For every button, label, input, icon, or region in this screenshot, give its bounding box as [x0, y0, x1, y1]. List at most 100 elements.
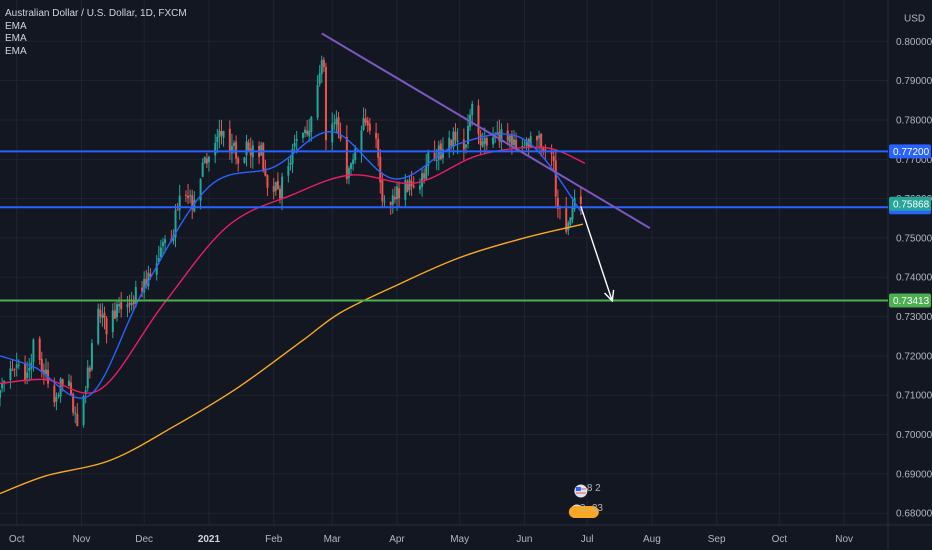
candle-body	[542, 146, 545, 151]
flag-canton	[575, 487, 581, 491]
candle-body	[508, 135, 511, 143]
ema-indicator-1[interactable]: EMA	[5, 20, 27, 32]
candle-body	[412, 185, 415, 188]
candle-body	[262, 143, 265, 170]
candle-body	[525, 140, 528, 146]
candle-body	[32, 339, 35, 363]
candle-body	[82, 396, 85, 425]
ema-slow-line[interactable]	[0, 223, 584, 495]
candle-body	[538, 135, 541, 139]
candle-body	[389, 202, 392, 205]
candle-body	[164, 239, 167, 243]
candle-body	[335, 118, 338, 125]
economic-events[interactable]: 8 2 3 23	[568, 483, 604, 519]
candle-body	[176, 209, 179, 211]
candle-body	[515, 139, 518, 149]
last-price-tag-text: 0.75868	[893, 199, 930, 210]
candle-body	[383, 201, 386, 203]
candle-body	[433, 152, 436, 160]
projection-arrow[interactable]	[580, 206, 613, 302]
candle-body	[500, 129, 503, 143]
candle-body	[481, 141, 484, 147]
candle-body	[462, 139, 465, 150]
candle-body	[362, 117, 365, 130]
candle-body	[352, 159, 355, 165]
candle-body	[245, 141, 248, 156]
candle-body	[42, 370, 45, 375]
candle-body	[448, 137, 451, 151]
candle-body	[318, 73, 321, 85]
candle-body	[571, 207, 574, 220]
x-tick-label: 2021	[198, 534, 221, 545]
candle-body	[477, 105, 480, 134]
candle-body	[147, 272, 150, 287]
y-tick-label: 0.73000	[896, 312, 932, 323]
candle-body	[366, 120, 369, 126]
candle-body	[76, 413, 79, 427]
candle-body	[306, 130, 309, 135]
candle-body	[320, 60, 323, 75]
event-marker-bottom[interactable]: 3 23	[568, 503, 604, 519]
candle-body	[293, 142, 296, 147]
candle-body	[44, 369, 47, 375]
candle-body	[218, 130, 221, 138]
candle-body	[521, 145, 524, 149]
x-tick-label: Jul	[581, 534, 594, 545]
trendline[interactable]	[321, 32, 651, 229]
candle-body	[203, 157, 206, 163]
symbol-title[interactable]: Australian Dollar / U.S. Dollar, 1D, FXC…	[5, 8, 187, 19]
candle-body	[130, 303, 133, 306]
last-price-tag	[889, 196, 931, 211]
x-tick-label: Aug	[643, 534, 661, 545]
candle-body	[567, 222, 570, 231]
ema-fast-line[interactable]	[0, 130, 584, 399]
candle-body	[276, 180, 279, 190]
time-axis[interactable]: Oct Nov Dec 2021 Feb Mar Apr May Jun Jul Aug Sep Oct…	[9, 534, 853, 545]
candle-body	[201, 162, 204, 177]
ema-indicator-2[interactable]: EMA	[5, 33, 27, 44]
candle-body	[3, 381, 6, 383]
candle-body	[237, 158, 240, 164]
candle-body	[467, 126, 470, 145]
x-tick-label: Feb	[265, 534, 283, 545]
projection-arrow-head	[604, 289, 615, 303]
candle-body	[105, 318, 108, 335]
candle-body	[333, 122, 336, 124]
candle-body	[427, 152, 430, 166]
plot-background	[0, 0, 888, 525]
level-price-tag	[889, 293, 931, 308]
candle-body	[149, 273, 152, 277]
candle-body	[510, 135, 513, 145]
candle-body	[381, 180, 384, 202]
candle-body	[15, 364, 18, 368]
candle-body	[260, 144, 263, 156]
candle-body	[38, 338, 41, 360]
candle-body	[0, 389, 1, 398]
candle-body	[573, 197, 576, 210]
candle-body	[116, 304, 119, 318]
candle-body	[118, 304, 121, 307]
candle-body	[310, 116, 313, 133]
candle-body	[230, 145, 233, 154]
candle-body	[304, 129, 307, 133]
level-price-tag-text: 0.77200	[893, 147, 930, 158]
candle-body	[155, 263, 158, 275]
ema-indicator-3[interactable]: EMA	[5, 45, 27, 57]
price-axis[interactable]: USD0.800000.790000.780000.770000.760000.…	[896, 14, 932, 520]
candle-body	[205, 158, 208, 164]
candle-body	[24, 363, 27, 380]
candle-body	[53, 385, 56, 403]
ema-mid-line[interactable]	[0, 146, 586, 394]
candle-body	[207, 156, 210, 163]
candle-body	[331, 123, 334, 143]
y-tick-label: 0.70000	[896, 430, 932, 441]
event-marker-top[interactable]: 8 2	[573, 483, 601, 499]
candle-body	[272, 185, 275, 192]
event-badge-right: 23	[592, 503, 604, 514]
candle-body	[184, 194, 187, 196]
candle-body	[360, 130, 363, 151]
candle-body	[187, 195, 190, 199]
candle-body	[339, 134, 342, 140]
